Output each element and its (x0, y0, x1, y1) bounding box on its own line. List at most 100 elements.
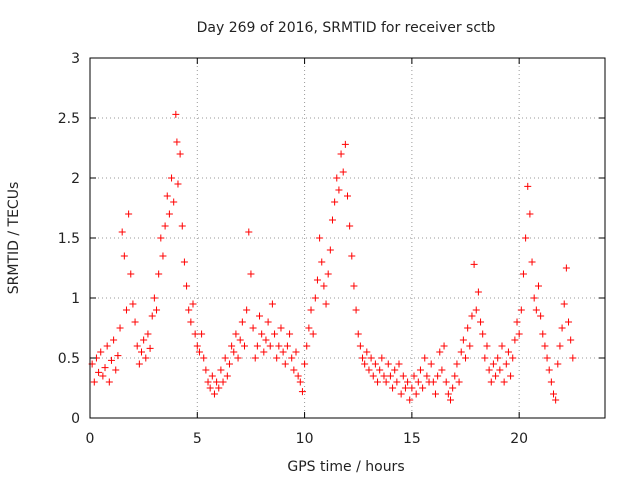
data-point (543, 354, 551, 362)
data-point (367, 354, 375, 362)
data-point (309, 330, 317, 338)
data-point (552, 396, 560, 404)
data-point (313, 276, 321, 284)
data-point (485, 366, 493, 374)
data-point (399, 372, 407, 380)
y-axis-label: SRMTID / TECUs (6, 182, 22, 295)
data-point (569, 354, 577, 362)
data-point (472, 306, 480, 314)
data-point (444, 390, 452, 398)
data-point (545, 366, 553, 374)
data-point (176, 150, 184, 158)
data-point (183, 282, 191, 290)
data-point (481, 354, 489, 362)
data-point (397, 390, 405, 398)
data-point (539, 330, 547, 338)
data-point (337, 150, 345, 158)
data-point (421, 354, 429, 362)
y-axis: 0 0.5 1 1.5 2 2.5 3 (58, 51, 605, 427)
data-point (236, 336, 244, 344)
data-point (206, 384, 214, 392)
data-point (429, 378, 437, 386)
data-point (423, 372, 431, 380)
data-point (268, 300, 276, 308)
data-point (558, 324, 566, 332)
data-point (442, 378, 450, 386)
data-point (307, 306, 315, 314)
data-point (247, 270, 255, 278)
y-tick-label: 2 (71, 171, 80, 187)
x-axis-label: GPS time / hours (287, 459, 404, 475)
data-point (401, 384, 409, 392)
data-point (519, 270, 527, 278)
data-point (208, 372, 216, 380)
data-point (241, 342, 248, 350)
data-point (223, 372, 231, 380)
data-point (431, 390, 439, 398)
data-point (170, 198, 178, 206)
data-point (371, 360, 379, 368)
data-point (142, 354, 150, 362)
data-point (316, 234, 324, 242)
data-point (522, 234, 530, 242)
x-tick-label: 10 (296, 431, 314, 447)
data-point (283, 342, 291, 350)
data-point (118, 228, 126, 236)
data-point (374, 378, 382, 386)
data-point (168, 174, 176, 182)
data-point (517, 306, 525, 314)
data-point (556, 342, 564, 350)
data-point (275, 342, 283, 350)
data-point (335, 186, 343, 194)
data-point (219, 378, 227, 386)
x-tick-label: 0 (86, 431, 95, 447)
data-point (457, 348, 465, 356)
data-point (352, 306, 360, 314)
data-point (191, 330, 199, 338)
data-point (187, 318, 195, 326)
data-point (262, 336, 270, 344)
data-point (155, 270, 163, 278)
data-point (238, 318, 246, 326)
data-point (408, 384, 416, 392)
data-point (298, 388, 306, 396)
data-point (532, 306, 540, 314)
data-point (135, 360, 143, 368)
y-tick-label: 1.5 (58, 231, 80, 247)
data-point (202, 366, 210, 374)
data-point (174, 180, 182, 188)
data-point (386, 372, 394, 380)
y-tick-label: 0.5 (58, 351, 80, 367)
data-point (180, 258, 188, 266)
data-point (504, 348, 512, 356)
data-point (258, 330, 266, 338)
data-point (127, 270, 135, 278)
x-axis: 0 5 10 15 20 (86, 58, 528, 447)
data-point (524, 182, 532, 190)
data-point (165, 210, 173, 218)
data-point (301, 360, 309, 368)
data-point (249, 324, 257, 332)
data-point (101, 364, 109, 372)
data-point (198, 330, 206, 338)
data-point (502, 360, 510, 368)
data-point (464, 324, 472, 332)
data-point (550, 390, 557, 398)
data-point (356, 342, 364, 350)
data-point (494, 354, 502, 362)
data-point (225, 360, 233, 368)
data-point (479, 330, 487, 338)
data-point (193, 342, 201, 350)
data-point (509, 354, 517, 362)
data-point (466, 342, 474, 350)
data-point (380, 372, 388, 380)
data-point (404, 378, 412, 386)
data-point (496, 366, 504, 374)
data-point (427, 360, 435, 368)
data-point (210, 390, 218, 398)
data-point (440, 342, 448, 350)
data-point (455, 378, 463, 386)
data-point (221, 354, 229, 362)
